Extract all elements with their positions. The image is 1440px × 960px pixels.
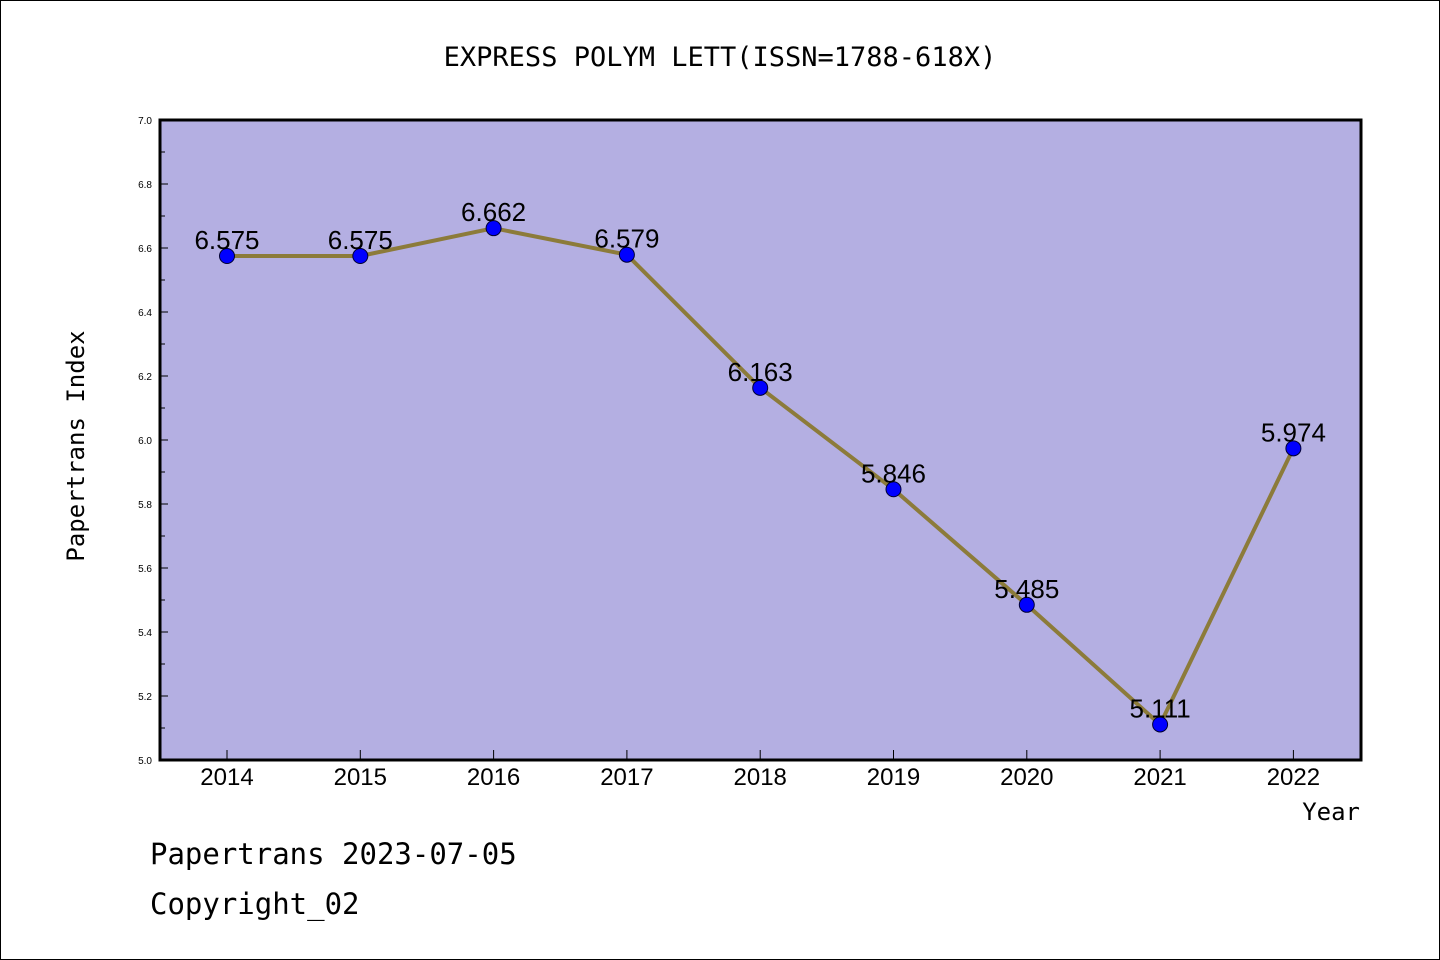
data-label: 6.662 <box>461 197 526 227</box>
data-label: 5.111 <box>1129 693 1190 723</box>
chart-title: EXPRESS POLYM LETT(ISSN=1788-618X) <box>444 42 997 73</box>
y-tick-label: 6.4 <box>138 308 152 319</box>
data-point-marker <box>1018 596 1035 613</box>
y-tick-label: 6.0 <box>138 436 152 447</box>
data-point-marker <box>885 481 902 498</box>
x-tick-label: 2020 <box>1000 764 1053 791</box>
y-tick-label: 7.0 <box>138 116 152 127</box>
data-point-marker <box>618 246 635 263</box>
data-label: 6.575 <box>194 225 259 255</box>
data-point-marker <box>752 379 769 396</box>
footer-date-line: Papertrans 2023-07-05 <box>150 837 517 871</box>
data-label: 5.846 <box>861 458 926 488</box>
plot-area <box>158 118 1363 762</box>
data-point-marker <box>219 248 235 264</box>
y-tick-label: 5.8 <box>138 500 152 511</box>
data-point-marker <box>485 220 502 237</box>
data-label: 6.579 <box>594 224 659 254</box>
data-label: 6.575 <box>328 225 393 255</box>
y-axis-label: Papertrans Index <box>62 330 90 561</box>
y-axis-ticks: 5.0 5.2 5.4 5.6 5.8 6.0 6.2 6.4 6.6 6.8 7.0 <box>138 116 168 767</box>
data-point-marker <box>1152 716 1169 733</box>
x-tick-label: 2022 <box>1267 764 1320 791</box>
data-point-marker <box>352 248 369 264</box>
x-tick-label: 2018 <box>734 764 787 791</box>
data-label: 6.163 <box>728 357 793 387</box>
x-tick-label: 2017 <box>600 764 653 791</box>
data-label-group: 6.575 6.575 6.662 6.579 6.163 5.846 5.485 5.111… <box>194 197 1325 723</box>
x-axis-ticks: 2014 2015 2016 2017 2018 2019 2020 2021 2022 <box>200 750 1320 791</box>
y-tick-label: 5.2 <box>138 692 152 703</box>
y-tick-label: 5.4 <box>138 628 152 639</box>
x-tick-label: 2019 <box>867 764 920 791</box>
x-tick-label: 2015 <box>334 764 387 791</box>
x-axis-label: Year <box>1302 798 1360 826</box>
data-label: 5.485 <box>994 574 1059 604</box>
x-tick-label: 2016 <box>467 764 520 791</box>
y-tick-label: 5.0 <box>138 756 152 767</box>
x-tick-label: 2014 <box>200 764 253 791</box>
y-tick-label: 6.8 <box>138 180 152 191</box>
y-tick-label: 6.6 <box>138 244 152 255</box>
y-tick-label: 5.6 <box>138 564 152 575</box>
x-tick-label: 2021 <box>1133 764 1186 791</box>
footer-copyright-line: Copyright_02 <box>150 887 360 922</box>
data-point-marker <box>1285 440 1302 457</box>
data-label: 5.974 <box>1261 417 1326 447</box>
y-tick-label: 6.2 <box>138 372 152 383</box>
series-line-group <box>219 220 1302 733</box>
